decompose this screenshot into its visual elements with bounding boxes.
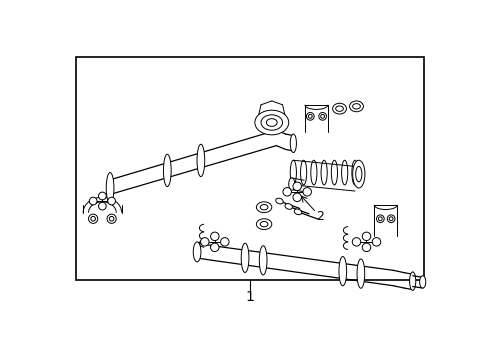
Bar — [76, 57, 424, 280]
Circle shape — [109, 216, 114, 221]
Circle shape — [306, 112, 313, 120]
Ellipse shape — [193, 242, 201, 262]
Ellipse shape — [261, 115, 282, 130]
Text: 1: 1 — [245, 290, 254, 304]
Circle shape — [88, 214, 98, 223]
Ellipse shape — [355, 166, 361, 182]
Circle shape — [378, 217, 382, 221]
Ellipse shape — [260, 204, 267, 210]
Circle shape — [318, 112, 326, 120]
Circle shape — [308, 114, 311, 118]
Ellipse shape — [332, 103, 346, 114]
Ellipse shape — [409, 272, 415, 291]
Circle shape — [99, 202, 106, 210]
Ellipse shape — [266, 119, 277, 126]
Ellipse shape — [419, 276, 425, 288]
Circle shape — [386, 215, 394, 222]
Ellipse shape — [288, 178, 294, 190]
Circle shape — [220, 238, 228, 246]
Circle shape — [371, 238, 380, 246]
Circle shape — [210, 232, 219, 240]
Circle shape — [362, 243, 370, 252]
Ellipse shape — [260, 221, 267, 227]
Circle shape — [99, 192, 106, 200]
Ellipse shape — [352, 104, 360, 109]
Circle shape — [283, 188, 291, 196]
Ellipse shape — [290, 134, 296, 153]
Ellipse shape — [352, 160, 364, 188]
Circle shape — [89, 197, 97, 205]
Ellipse shape — [256, 202, 271, 213]
Ellipse shape — [259, 246, 266, 275]
Ellipse shape — [321, 160, 326, 185]
Circle shape — [210, 243, 219, 252]
Ellipse shape — [256, 219, 271, 230]
Ellipse shape — [275, 198, 283, 204]
Ellipse shape — [338, 257, 346, 286]
Circle shape — [320, 114, 324, 118]
Circle shape — [91, 216, 95, 221]
Ellipse shape — [254, 110, 288, 135]
Ellipse shape — [300, 160, 306, 185]
Circle shape — [107, 214, 116, 223]
Circle shape — [376, 215, 384, 222]
Ellipse shape — [106, 172, 114, 203]
Ellipse shape — [285, 204, 292, 209]
Ellipse shape — [335, 106, 343, 111]
Ellipse shape — [356, 259, 364, 288]
Ellipse shape — [290, 160, 296, 185]
Ellipse shape — [197, 144, 204, 177]
Ellipse shape — [349, 101, 363, 112]
Ellipse shape — [241, 243, 248, 273]
Text: 2: 2 — [316, 210, 324, 223]
Ellipse shape — [331, 160, 337, 185]
Circle shape — [107, 197, 115, 205]
Circle shape — [362, 232, 370, 240]
Circle shape — [292, 193, 301, 202]
Ellipse shape — [310, 160, 316, 185]
Circle shape — [351, 238, 360, 246]
Circle shape — [303, 188, 311, 196]
Ellipse shape — [351, 160, 357, 185]
Ellipse shape — [341, 160, 347, 185]
Circle shape — [388, 217, 392, 221]
Ellipse shape — [294, 209, 301, 215]
Ellipse shape — [163, 154, 171, 186]
Circle shape — [200, 238, 208, 246]
Circle shape — [292, 182, 301, 190]
